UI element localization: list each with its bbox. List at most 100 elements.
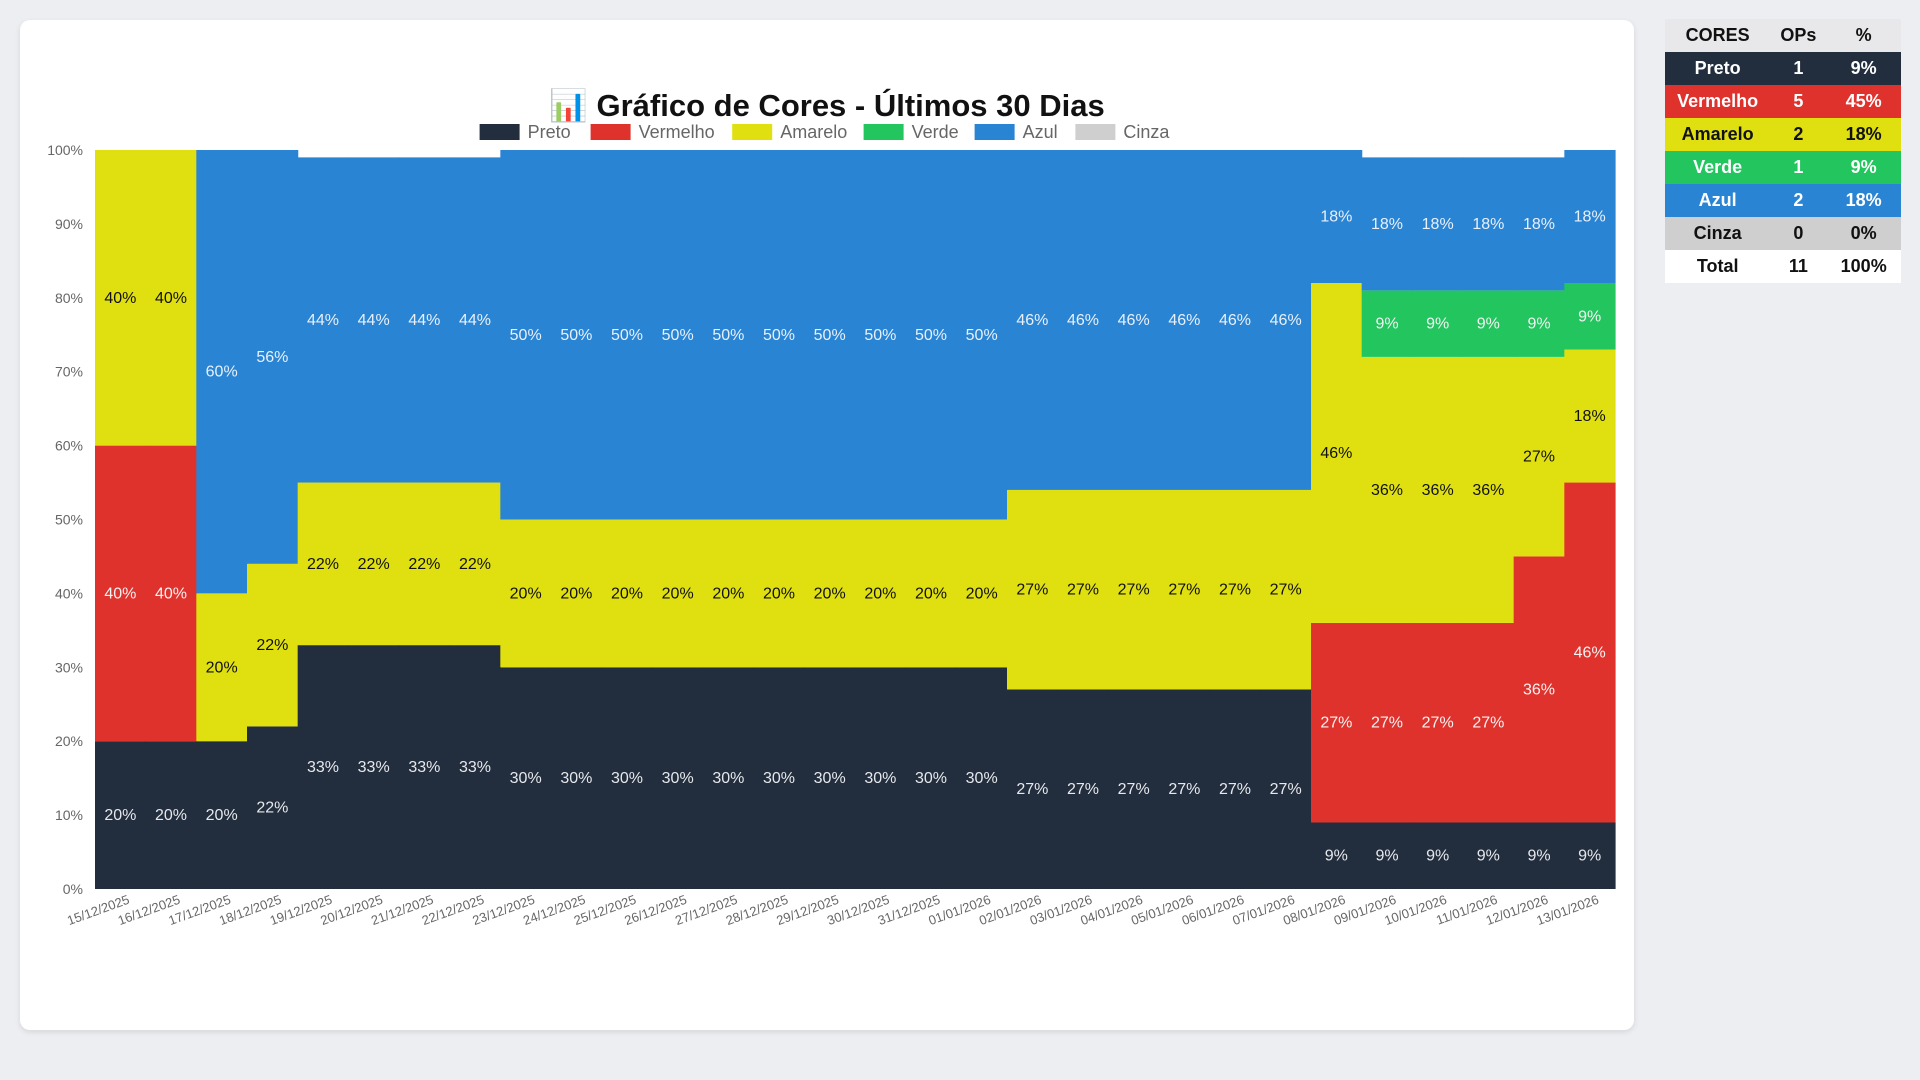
bar-segment-amarelo[interactable] bbox=[703, 519, 755, 668]
bar-segment-preto[interactable] bbox=[1311, 822, 1363, 889]
bar-segment-vermelho[interactable] bbox=[145, 445, 197, 742]
bar-segment-amarelo[interactable] bbox=[449, 482, 501, 646]
bar-segment-azul[interactable] bbox=[652, 150, 704, 520]
bar-segment-azul[interactable] bbox=[551, 150, 603, 520]
bar-segment-azul[interactable] bbox=[1209, 150, 1261, 490]
bar-segment-amarelo[interactable] bbox=[804, 519, 856, 668]
bar-segment-preto[interactable] bbox=[196, 741, 248, 889]
bar-segment-azul[interactable] bbox=[601, 150, 653, 520]
bar-segment-azul[interactable] bbox=[905, 150, 957, 520]
bar-segment-amarelo[interactable] bbox=[500, 519, 552, 668]
bar-segment-amarelo[interactable] bbox=[652, 519, 704, 668]
bar-segment-preto[interactable] bbox=[348, 645, 400, 889]
bar-segment-preto[interactable] bbox=[753, 667, 805, 889]
bar-segment-verde[interactable] bbox=[1463, 290, 1515, 357]
bar-segment-azul[interactable] bbox=[500, 150, 552, 520]
bar-segment-azul[interactable] bbox=[1513, 157, 1565, 291]
bar-segment-preto[interactable] bbox=[1412, 822, 1464, 889]
bar-segment-azul[interactable] bbox=[1260, 150, 1312, 490]
bar-segment-preto[interactable] bbox=[652, 667, 704, 889]
bar-segment-preto[interactable] bbox=[1513, 822, 1565, 889]
bar-segment-preto[interactable] bbox=[449, 645, 501, 889]
bar-segment-amarelo[interactable] bbox=[1209, 489, 1261, 690]
bar-segment-verde[interactable] bbox=[1361, 290, 1413, 357]
bar-segment-vermelho[interactable] bbox=[95, 445, 147, 742]
bar-segment-amarelo[interactable] bbox=[855, 519, 907, 668]
bar-segment-amarelo[interactable] bbox=[551, 519, 603, 668]
bar-segment-preto[interactable] bbox=[95, 741, 147, 889]
bar-segment-azul[interactable] bbox=[1463, 157, 1515, 291]
bar-segment-amarelo[interactable] bbox=[1260, 489, 1312, 690]
legend-label-cinza[interactable]: Cinza bbox=[1123, 122, 1170, 142]
bar-segment-azul[interactable] bbox=[703, 150, 755, 520]
bar-segment-preto[interactable] bbox=[551, 667, 603, 889]
bar-segment-amarelo[interactable] bbox=[1361, 356, 1413, 623]
bar-segment-preto[interactable] bbox=[1108, 689, 1160, 889]
bar-segment-amarelo[interactable] bbox=[753, 519, 805, 668]
bar-segment-azul[interactable] bbox=[1361, 157, 1413, 291]
bar-segment-amarelo[interactable] bbox=[601, 519, 653, 668]
bar-segment-amarelo[interactable] bbox=[1564, 349, 1616, 483]
bar-segment-preto[interactable] bbox=[1463, 822, 1515, 889]
bar-segment-azul[interactable] bbox=[1159, 150, 1211, 490]
bar-segment-amarelo[interactable] bbox=[399, 482, 451, 646]
bar-segment-preto[interactable] bbox=[145, 741, 197, 889]
bar-segment-amarelo[interactable] bbox=[1463, 356, 1515, 623]
bar-segment-vermelho[interactable] bbox=[1311, 622, 1363, 823]
bar-segment-vermelho[interactable] bbox=[1412, 622, 1464, 823]
bar-segment-azul[interactable] bbox=[753, 150, 805, 520]
bar-segment-preto[interactable] bbox=[500, 667, 552, 889]
bar-segment-vermelho[interactable] bbox=[1564, 482, 1616, 823]
bar-segment-preto[interactable] bbox=[804, 667, 856, 889]
legend-label-preto[interactable]: Preto bbox=[528, 122, 571, 142]
bar-segment-azul[interactable] bbox=[1108, 150, 1160, 490]
bar-segment-vermelho[interactable] bbox=[1513, 556, 1565, 823]
bar-segment-preto[interactable] bbox=[1159, 689, 1211, 889]
bar-segment-amarelo[interactable] bbox=[1007, 489, 1059, 690]
bar-segment-preto[interactable] bbox=[1564, 822, 1616, 889]
bar-segment-azul[interactable] bbox=[1311, 150, 1363, 284]
bar-segment-azul[interactable] bbox=[399, 157, 451, 483]
bar-segment-azul[interactable] bbox=[804, 150, 856, 520]
bar-segment-preto[interactable] bbox=[297, 645, 349, 889]
bar-segment-preto[interactable] bbox=[1361, 822, 1413, 889]
bar-segment-preto[interactable] bbox=[703, 667, 755, 889]
bar-segment-preto[interactable] bbox=[601, 667, 653, 889]
bar-segment-vermelho[interactable] bbox=[1361, 622, 1413, 823]
bar-segment-amarelo[interactable] bbox=[1311, 283, 1363, 623]
bar-segment-amarelo[interactable] bbox=[1159, 489, 1211, 690]
bar-segment-azul[interactable] bbox=[196, 150, 248, 594]
bar-segment-azul[interactable] bbox=[297, 157, 349, 483]
bar-segment-azul[interactable] bbox=[449, 157, 501, 483]
legend-label-amarelo[interactable]: Amarelo bbox=[780, 122, 847, 142]
legend-label-vermelho[interactable]: Vermelho bbox=[639, 122, 715, 142]
bar-segment-preto[interactable] bbox=[247, 726, 299, 889]
bar-segment-amarelo[interactable] bbox=[956, 519, 1008, 668]
bar-segment-preto[interactable] bbox=[1057, 689, 1109, 889]
bar-segment-azul[interactable] bbox=[1007, 150, 1059, 490]
legend-label-azul[interactable]: Azul bbox=[1023, 122, 1058, 142]
bar-segment-amarelo[interactable] bbox=[1412, 356, 1464, 623]
bar-segment-verde[interactable] bbox=[1412, 290, 1464, 357]
bar-segment-amarelo[interactable] bbox=[1513, 356, 1565, 557]
bar-segment-azul[interactable] bbox=[247, 150, 299, 564]
bar-segment-amarelo[interactable] bbox=[145, 150, 197, 446]
bar-segment-amarelo[interactable] bbox=[95, 150, 147, 446]
bar-segment-azul[interactable] bbox=[1564, 150, 1616, 284]
bar-segment-verde[interactable] bbox=[1564, 283, 1616, 350]
bar-segment-amarelo[interactable] bbox=[905, 519, 957, 668]
bar-segment-azul[interactable] bbox=[1057, 150, 1109, 490]
bar-segment-amarelo[interactable] bbox=[247, 563, 299, 727]
bar-segment-azul[interactable] bbox=[956, 150, 1008, 520]
bar-segment-preto[interactable] bbox=[1209, 689, 1261, 889]
bar-segment-preto[interactable] bbox=[855, 667, 907, 889]
bar-segment-preto[interactable] bbox=[956, 667, 1008, 889]
bar-segment-azul[interactable] bbox=[1412, 157, 1464, 291]
bar-segment-azul[interactable] bbox=[855, 150, 907, 520]
bar-segment-amarelo[interactable] bbox=[1108, 489, 1160, 690]
bar-segment-azul[interactable] bbox=[348, 157, 400, 483]
bar-segment-amarelo[interactable] bbox=[1057, 489, 1109, 690]
bar-segment-preto[interactable] bbox=[399, 645, 451, 889]
legend-label-verde[interactable]: Verde bbox=[912, 122, 959, 142]
bar-segment-amarelo[interactable] bbox=[297, 482, 349, 646]
